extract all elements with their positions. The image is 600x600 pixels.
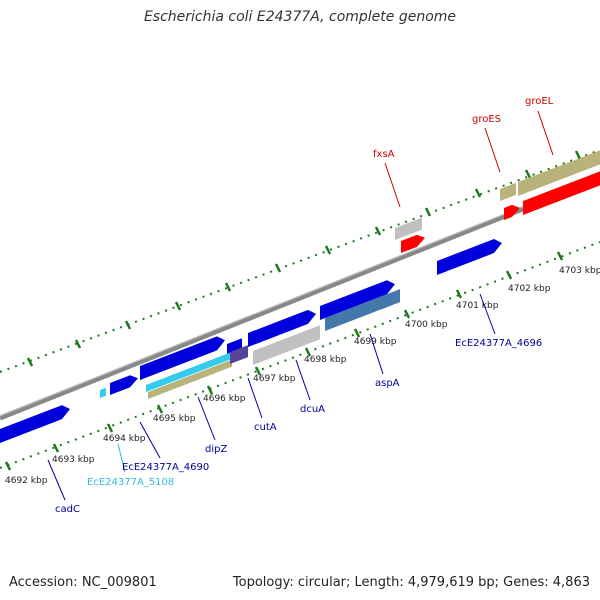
tick-label: 4695 kbp [153,414,196,424]
scale-tick [224,282,232,292]
gene-label-fxsa[interactable]: fxsA [373,149,395,160]
cds-feature [320,280,395,320]
gene-label-aspa[interactable]: aspA [375,378,400,389]
scale-tick [174,301,182,311]
tick-label: 4703 kbp [559,266,600,276]
purple-feature [230,345,248,364]
tick-label: 4692 kbp [5,476,48,486]
leader-line [369,333,384,375]
leader-line [247,377,263,419]
cds-feature [140,336,225,380]
gene-label-dipz[interactable]: dipZ [205,444,227,455]
gene-label-ece24377a_5108[interactable]: EcE24377A_5108 [87,477,174,488]
leader-line [139,421,161,459]
scale-tick [524,169,532,179]
gene-label-cadc[interactable]: cadC [55,504,80,515]
special-feature [100,387,106,398]
scale-tick [353,328,361,338]
grey-feature [395,217,422,240]
tick-label: 4701 kbp [456,301,499,311]
cds-feature [248,309,316,347]
scale-tick [403,309,411,319]
tick-label: 4700 kbp [405,320,448,330]
tick-label: 4693 kbp [52,455,95,465]
scale-tick [304,347,312,357]
red-feature [401,234,425,253]
scale-tick [4,461,12,471]
gene-label-groes[interactable]: groES [472,114,501,125]
scale-tick [556,251,564,261]
tan-feature [148,359,232,399]
scale-tick [124,320,132,330]
genome-title: Escherichia coli E24377A, complete genom… [143,9,457,25]
backbone-line [0,175,600,421]
leader-line [295,359,311,401]
tan-feature [518,150,600,196]
tick-label: 4699 kbp [354,337,397,347]
scale-tick [52,443,60,453]
lower-scale-line [0,241,600,469]
cds-feature [110,375,138,395]
tick-label: 4696 kbp [203,394,246,404]
topology-text: Topology: circular; Length: 4,979,619 bp… [232,575,590,590]
grey-feature [253,325,320,365]
leader-line [197,396,216,441]
backbone-highlight [0,175,600,417]
red-feature [523,171,600,215]
gene-label-ece24377a_4696[interactable]: EcE24377A_4696 [455,338,542,349]
scale-tick [574,150,582,160]
special-feature [146,352,230,392]
scale-tick [74,339,82,349]
gene-label-groel[interactable]: groEL [525,96,554,107]
scale-tick [324,245,332,255]
red-feature [504,204,520,220]
scale-tick [455,289,463,299]
steel-feature [325,289,400,331]
leader-line [117,443,126,473]
scale-tick [254,366,262,376]
scale-tick [26,357,34,367]
leader-line [479,293,496,335]
gene-label-ece24377a_4690[interactable]: EcE24377A_4690 [122,462,209,473]
scale-tick [156,404,164,414]
scale-tick [206,385,214,395]
tick-label: 4694 kbp [103,434,146,444]
scale-tick [274,263,282,273]
gene-label-cuta[interactable]: cutA [254,422,277,433]
scale-tick [106,423,114,433]
tick-label: 4702 kbp [508,284,551,294]
leader-line [537,110,554,156]
tan-feature [500,182,516,201]
leader-line [47,459,66,501]
scale-tick [474,188,482,198]
cds-feature [0,405,70,443]
tick-label: 4698 kbp [304,355,347,365]
tick-label: 4697 kbp [253,374,296,384]
scale-tick [505,270,513,280]
scale-tick [424,207,432,217]
leader-line [384,162,401,208]
accession-text: Accession: NC_009801 [9,575,157,590]
cds-feature [437,239,502,275]
leader-line [484,127,501,173]
gene-label-dcua[interactable]: dcuA [300,404,325,415]
scale-tick [374,226,382,236]
